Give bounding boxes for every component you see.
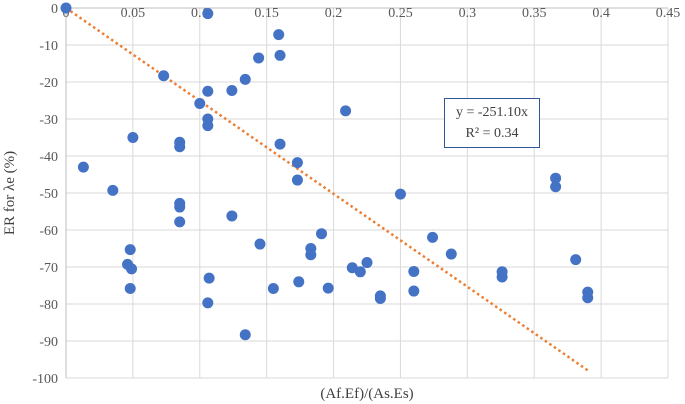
data-point (340, 105, 352, 117)
data-point (226, 210, 238, 222)
y-tick-label: -10 (39, 39, 58, 54)
data-point (202, 8, 214, 20)
x-tick-label: 0.15 (254, 6, 279, 21)
data-point (174, 141, 186, 153)
data-point (239, 73, 251, 85)
data-point (77, 161, 89, 173)
trendline-r-squared: R² = 0.34 (465, 126, 519, 141)
data-point (570, 254, 582, 266)
trendline (65, 6, 589, 372)
x-tick-label: 0.35 (522, 6, 547, 21)
tick-labels: 00.050.10.150.20.250.30.350.40.450-10-20… (32, 2, 680, 387)
data-point (174, 216, 186, 228)
grid-lines (66, 8, 669, 379)
data-points (60, 2, 594, 341)
data-point (127, 132, 139, 143)
y-tick-label: 0 (51, 2, 58, 17)
x-axis-title: (Af.Ef)/(As.Es) (320, 386, 413, 402)
y-tick-label: -80 (39, 298, 58, 313)
data-point (124, 244, 136, 256)
data-point (267, 282, 279, 294)
data-point (408, 285, 420, 297)
data-point (361, 257, 373, 269)
data-point (274, 49, 286, 61)
data-point (550, 181, 562, 193)
data-point (126, 263, 138, 275)
x-tick-label: 0.2 (325, 6, 343, 21)
data-point (274, 138, 286, 150)
trendline-equation: y = -251.10x (455, 105, 529, 120)
y-tick-label: -40 (39, 150, 58, 165)
data-point (394, 188, 406, 200)
data-point (293, 276, 305, 288)
data-point (374, 292, 386, 304)
data-point (582, 292, 594, 304)
data-point (408, 265, 420, 277)
data-point (305, 249, 317, 261)
data-point (354, 266, 366, 278)
y-tick-label: -90 (39, 335, 58, 350)
data-point (273, 29, 285, 41)
data-point (316, 228, 328, 240)
axes (65, 7, 668, 378)
data-point (174, 201, 186, 213)
data-point (226, 85, 238, 97)
y-tick-label: -30 (39, 113, 58, 128)
data-point (60, 2, 72, 14)
y-tick-label: -100 (32, 372, 58, 387)
data-point (194, 97, 206, 109)
y-tick-label: -70 (39, 261, 58, 276)
data-point (291, 174, 303, 186)
data-point (253, 52, 265, 64)
x-tick-label: 0.45 (656, 6, 681, 21)
data-point (158, 70, 170, 82)
data-point (202, 297, 214, 309)
data-point (124, 282, 136, 294)
data-point (203, 272, 215, 284)
data-point (496, 271, 508, 283)
x-tick-label: 0.3 (459, 6, 477, 21)
data-point (202, 120, 214, 132)
data-point (202, 85, 214, 97)
y-tick-label: -50 (39, 187, 58, 202)
data-point (254, 238, 266, 250)
data-point (107, 184, 119, 196)
y-tick-label: -20 (39, 76, 58, 91)
data-point (445, 248, 457, 260)
data-point (550, 172, 562, 184)
trendline-equation-box: y = -251.10x R² = 0.34 (444, 98, 540, 148)
data-point (239, 329, 251, 341)
data-point (291, 157, 303, 169)
data-point (322, 282, 334, 294)
x-tick-label: 0.4 (592, 6, 610, 21)
x-tick-label: 0.25 (388, 6, 413, 21)
y-axis-title: ER for λe (%) (2, 151, 18, 235)
data-point (427, 231, 439, 243)
y-tick-label: -60 (39, 224, 58, 239)
x-tick-label: 0.05 (121, 6, 146, 21)
